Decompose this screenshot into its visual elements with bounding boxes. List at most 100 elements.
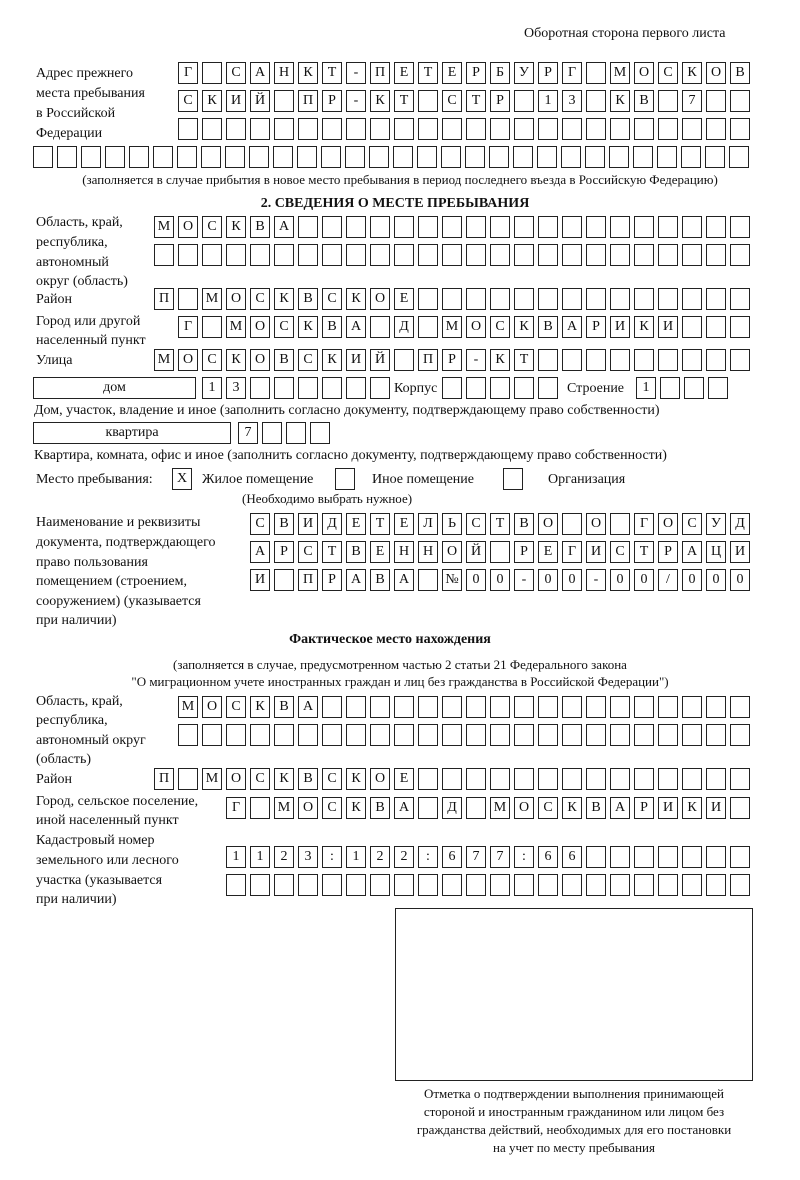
char-cell[interactable]: 0 <box>634 569 654 591</box>
char-cell[interactable] <box>322 696 342 718</box>
char-cell[interactable] <box>658 724 678 746</box>
char-cell[interactable] <box>610 216 630 238</box>
char-cell[interactable]: К <box>682 797 702 819</box>
char-cell[interactable]: Й <box>250 90 270 112</box>
char-cell[interactable] <box>730 797 750 819</box>
char-cell[interactable] <box>610 724 630 746</box>
char-cell[interactable] <box>682 316 702 338</box>
char-cell[interactable]: : <box>418 846 438 868</box>
char-cell[interactable]: И <box>706 797 726 819</box>
char-cell[interactable]: : <box>514 846 534 868</box>
char-cell[interactable]: И <box>658 797 678 819</box>
char-cell[interactable]: П <box>154 288 174 310</box>
char-cell[interactable] <box>684 377 704 399</box>
char-cell[interactable] <box>250 118 270 140</box>
char-cell[interactable]: К <box>682 62 702 84</box>
char-cell[interactable] <box>178 768 198 790</box>
char-cell[interactable]: М <box>274 797 294 819</box>
char-cell[interactable] <box>442 768 462 790</box>
char-cell[interactable] <box>514 90 534 112</box>
char-cell[interactable] <box>490 288 510 310</box>
char-cell[interactable] <box>562 288 582 310</box>
char-cell[interactable] <box>658 90 678 112</box>
char-cell[interactable]: Р <box>658 541 678 563</box>
char-cell[interactable] <box>730 90 750 112</box>
char-cell[interactable]: Т <box>514 349 534 371</box>
char-cell[interactable] <box>706 349 726 371</box>
char-cell[interactable] <box>586 874 606 896</box>
char-cell[interactable]: В <box>586 797 606 819</box>
char-cell[interactable]: А <box>250 62 270 84</box>
char-cell[interactable] <box>322 874 342 896</box>
char-cell[interactable] <box>706 768 726 790</box>
char-cell[interactable]: У <box>706 513 726 535</box>
char-cell[interactable] <box>346 724 366 746</box>
char-cell[interactable]: 0 <box>682 569 702 591</box>
char-cell[interactable]: Т <box>634 541 654 563</box>
char-cell[interactable] <box>154 244 174 266</box>
char-cell[interactable]: М <box>610 62 630 84</box>
char-cell[interactable] <box>466 377 486 399</box>
char-cell[interactable] <box>370 118 390 140</box>
char-cell[interactable]: 0 <box>490 569 510 591</box>
char-cell[interactable] <box>658 216 678 238</box>
char-cell[interactable]: Е <box>394 768 414 790</box>
char-cell[interactable] <box>201 146 221 168</box>
char-cell[interactable] <box>633 146 653 168</box>
char-cell[interactable]: Г <box>178 316 198 338</box>
char-cell[interactable] <box>538 768 558 790</box>
char-cell[interactable]: В <box>274 513 294 535</box>
char-cell[interactable] <box>226 244 246 266</box>
char-cell[interactable] <box>490 768 510 790</box>
char-cell[interactable]: Т <box>322 62 342 84</box>
char-cell[interactable]: Д <box>730 513 750 535</box>
char-cell[interactable]: О <box>226 288 246 310</box>
char-cell[interactable]: А <box>610 797 630 819</box>
char-cell[interactable] <box>562 244 582 266</box>
char-cell[interactable]: К <box>370 90 390 112</box>
char-cell[interactable] <box>514 377 534 399</box>
char-cell[interactable] <box>442 216 462 238</box>
char-cell[interactable]: С <box>298 349 318 371</box>
char-cell[interactable] <box>706 696 726 718</box>
char-cell[interactable] <box>586 724 606 746</box>
char-cell[interactable] <box>418 797 438 819</box>
house-type-field[interactable]: дом <box>33 377 196 399</box>
char-cell[interactable] <box>514 216 534 238</box>
char-cell[interactable]: Т <box>322 541 342 563</box>
char-cell[interactable] <box>586 846 606 868</box>
char-cell[interactable] <box>370 724 390 746</box>
char-cell[interactable]: А <box>394 569 414 591</box>
char-cell[interactable] <box>393 146 413 168</box>
char-cell[interactable]: 6 <box>562 846 582 868</box>
char-cell[interactable] <box>490 118 510 140</box>
char-cell[interactable]: О <box>250 316 270 338</box>
char-cell[interactable]: К <box>610 90 630 112</box>
char-cell[interactable]: К <box>514 316 534 338</box>
char-cell[interactable]: 1 <box>636 377 656 399</box>
char-cell[interactable] <box>538 696 558 718</box>
char-cell[interactable] <box>610 768 630 790</box>
char-cell[interactable] <box>249 146 269 168</box>
char-cell[interactable] <box>658 696 678 718</box>
char-cell[interactable]: И <box>226 90 246 112</box>
char-cell[interactable]: № <box>442 569 462 591</box>
char-cell[interactable] <box>562 216 582 238</box>
char-cell[interactable]: 0 <box>706 569 726 591</box>
char-cell[interactable] <box>370 316 390 338</box>
char-cell[interactable] <box>442 696 462 718</box>
char-cell[interactable] <box>322 724 342 746</box>
char-cell[interactable] <box>730 724 750 746</box>
char-cell[interactable]: 3 <box>562 90 582 112</box>
char-cell[interactable] <box>226 874 246 896</box>
char-cell[interactable] <box>369 146 389 168</box>
char-cell[interactable] <box>730 349 750 371</box>
char-cell[interactable]: К <box>274 288 294 310</box>
char-cell[interactable] <box>658 118 678 140</box>
char-cell[interactable]: В <box>730 62 750 84</box>
char-cell[interactable]: В <box>370 569 390 591</box>
char-cell[interactable]: Ь <box>442 513 462 535</box>
char-cell[interactable]: С <box>466 513 486 535</box>
char-cell[interactable] <box>417 146 437 168</box>
char-cell[interactable] <box>250 377 270 399</box>
